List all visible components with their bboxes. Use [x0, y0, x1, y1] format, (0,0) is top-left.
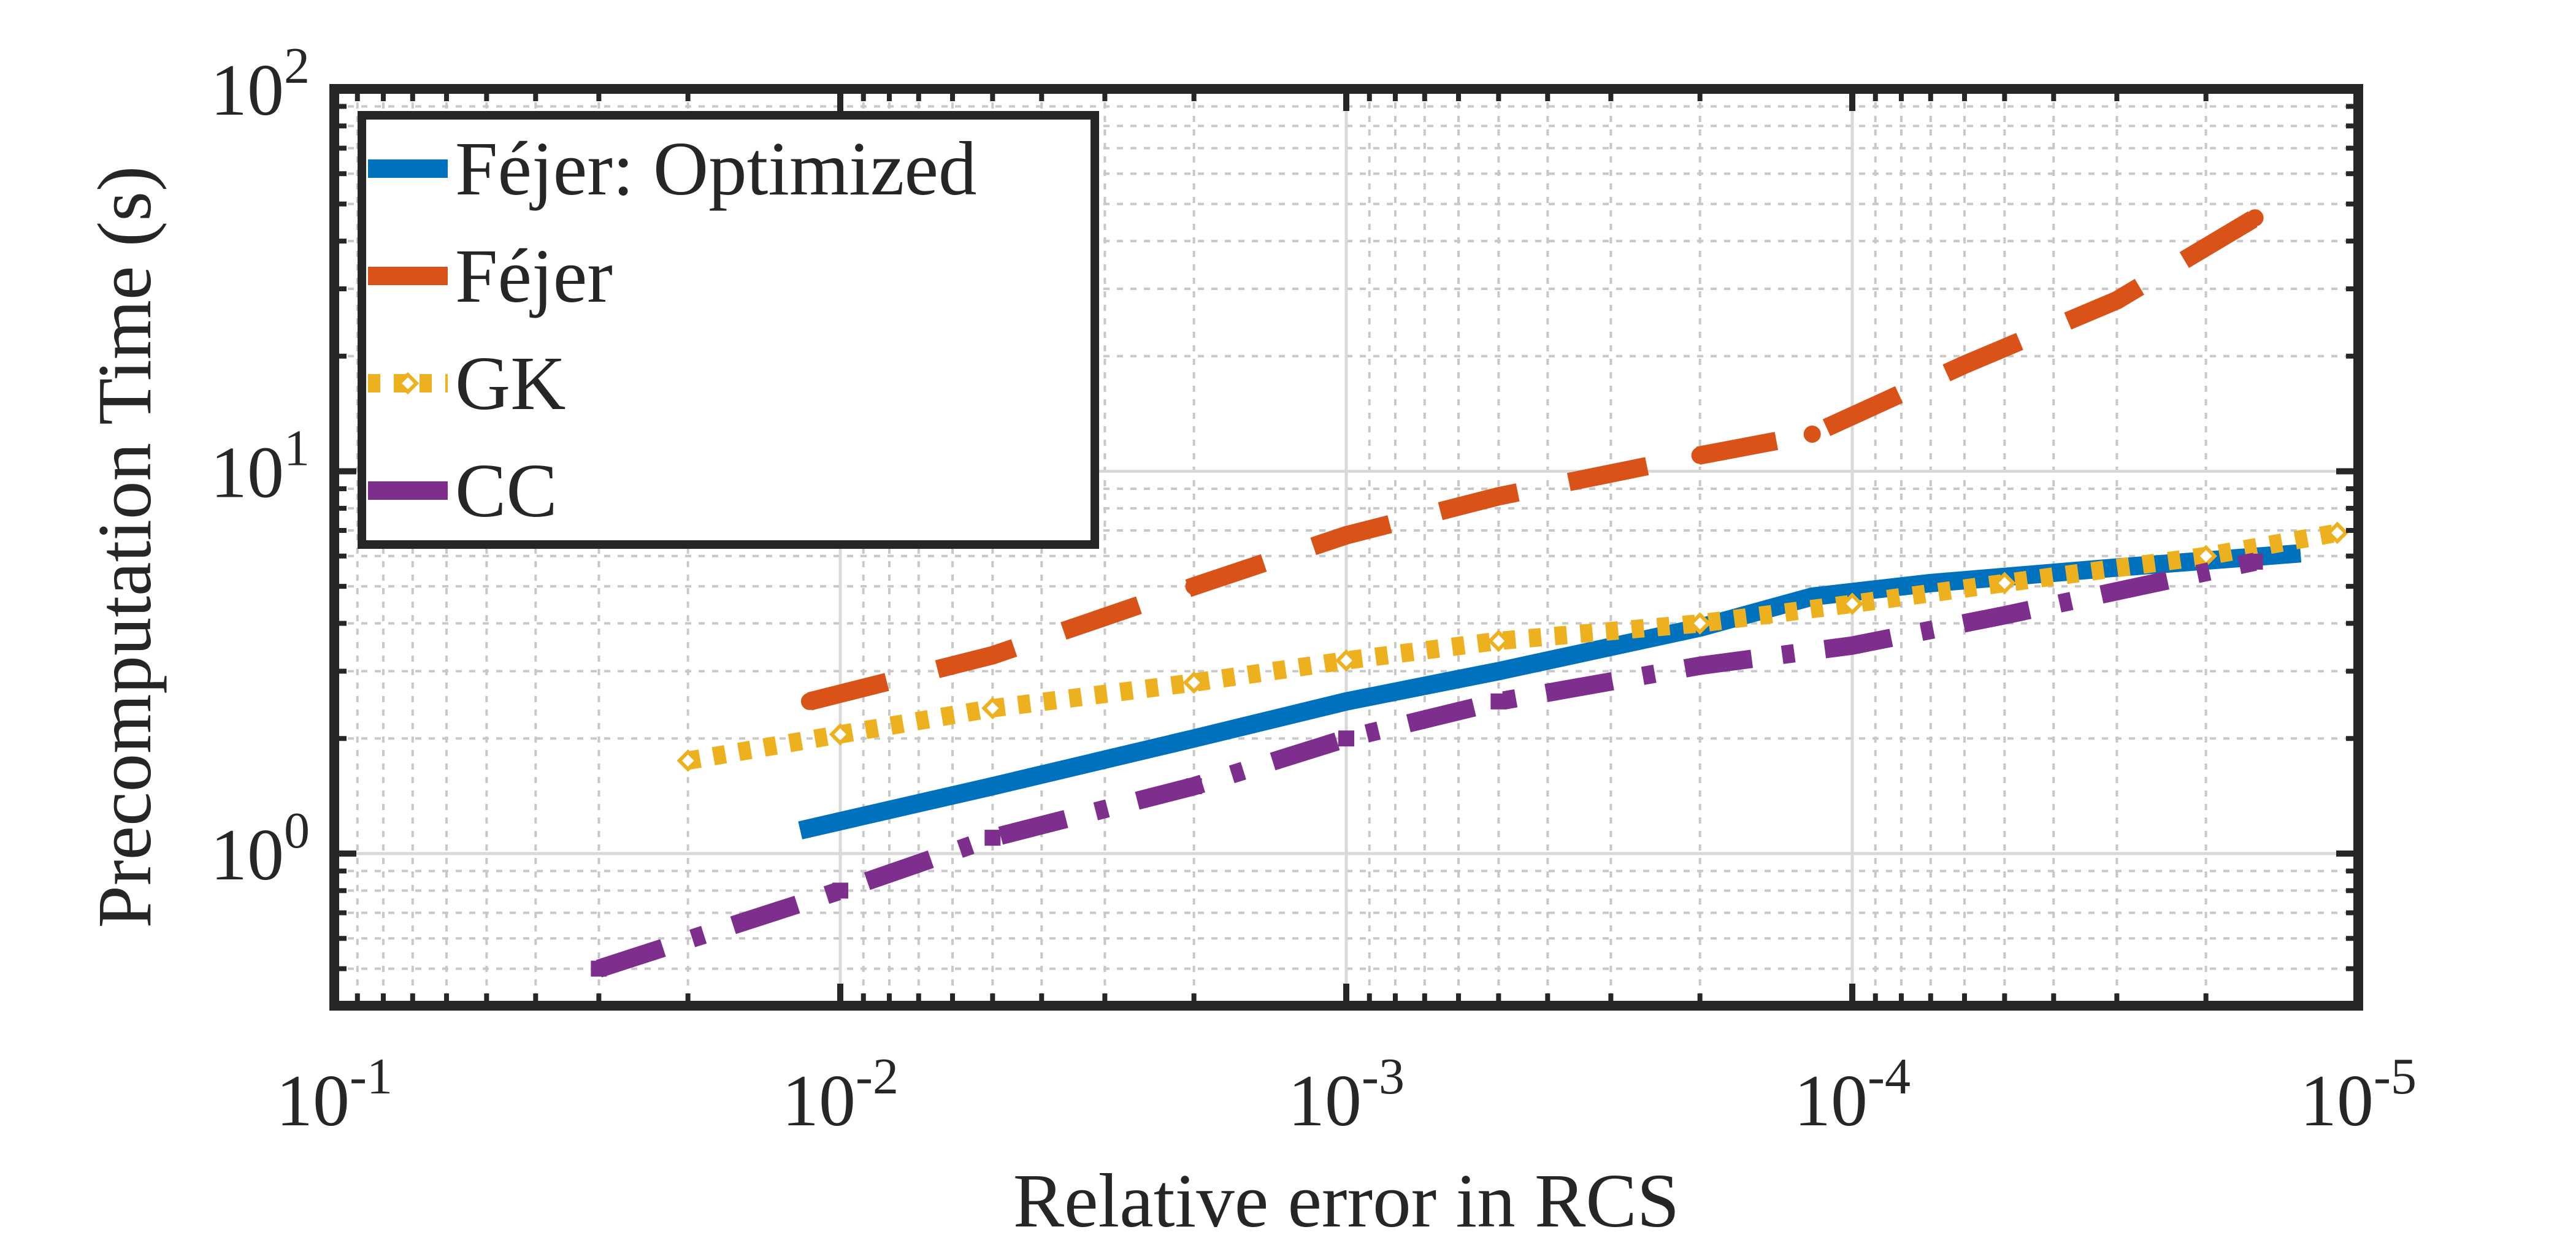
data-point: [1490, 693, 1507, 710]
y-tick-label-exponent: 2: [284, 37, 310, 94]
series-layer: [591, 209, 2349, 977]
y-tick-label-exponent: 0: [284, 802, 310, 859]
data-point: [1490, 488, 1508, 505]
x-tick-label: 10-1: [276, 1048, 393, 1141]
data-point: [984, 830, 1001, 846]
data-point: [1338, 730, 1354, 747]
series-gk: [677, 521, 2349, 772]
data-point: [2247, 553, 2263, 570]
legend-label: Féjer: Optimized: [455, 127, 976, 212]
y-tick-label-base: 10: [210, 49, 284, 131]
data-point: [1338, 526, 1355, 544]
data-point: [800, 692, 818, 710]
data-point: [1335, 649, 1358, 672]
y-tick-label: 100: [210, 802, 310, 895]
data-point: [832, 882, 848, 899]
data-point: [2246, 209, 2264, 227]
legend-label: GK: [455, 342, 566, 426]
y-tick-label-base: 10: [210, 431, 284, 513]
series-line-f-jer: [807, 210, 2260, 711]
legend-marker: [400, 483, 416, 499]
data-point: [981, 697, 1004, 720]
data-point: [1841, 592, 1864, 615]
data-point: [2326, 521, 2349, 545]
data-point: [1689, 612, 1711, 635]
data-point: [829, 723, 852, 746]
x-tick-label: 10-3: [1288, 1048, 1405, 1141]
y-tick-label: 102: [210, 37, 310, 131]
y-axis-label: Precomputation Time (s): [83, 166, 167, 928]
legend-item-gk: GK: [368, 342, 566, 426]
x-tick-label-exponent: -5: [2374, 1048, 2417, 1105]
x-tick-label: 10-4: [1794, 1048, 1911, 1141]
y-tick-label-base: 10: [210, 814, 284, 895]
legend-item-f-jer: Féjer: [368, 234, 613, 319]
x-tick-label: 10-2: [782, 1048, 899, 1141]
legend-marker: [396, 372, 420, 395]
legend-label: Féjer: [455, 234, 613, 319]
x-tick-label-exponent: -3: [1362, 1048, 1405, 1105]
x-tick-label: 10-5: [2300, 1048, 2417, 1141]
y-tick-label: 101: [210, 419, 310, 513]
x-tick-label-base: 10: [782, 1060, 856, 1141]
legend-item-cc: CC: [368, 449, 558, 534]
x-tick-label-base: 10: [1794, 1060, 1868, 1141]
series-line-cc: [596, 553, 2257, 977]
data-point: [2108, 291, 2126, 309]
data-point: [1183, 671, 1205, 694]
y-tick-label-exponent: 1: [284, 419, 310, 476]
x-tick-label-exponent: -4: [1868, 1048, 1911, 1105]
x-tick-label-exponent: -1: [350, 1048, 393, 1105]
x-axis-label: Relative error in RCS: [1013, 1159, 1680, 1244]
series-cc: [591, 553, 2263, 977]
x-tick-label-exponent: -2: [856, 1048, 899, 1105]
data-point: [1487, 629, 1510, 652]
x-tick-label-base: 10: [276, 1060, 350, 1141]
data-point: [1186, 778, 1202, 795]
data-point: [1993, 572, 2016, 595]
ticks: [331, 86, 2361, 1008]
data-point: [1692, 657, 1708, 674]
data-point: [1185, 578, 1203, 595]
data-point: [1996, 607, 2013, 624]
data-point: [677, 749, 699, 772]
legend-box: [358, 111, 1099, 549]
series-line-gk: [686, 524, 2339, 770]
data-point: [1691, 446, 1709, 464]
data-point: [1844, 637, 1860, 654]
data-point: [1956, 356, 1974, 373]
x-tick-label-base: 10: [2300, 1060, 2374, 1141]
data-point: [984, 646, 1002, 664]
legend-marker: [399, 267, 416, 285]
x-tick-label-base: 10: [1288, 1060, 1362, 1141]
legend: Féjer: Optimized Féjer GK CC: [358, 111, 1099, 549]
legend-item-f-jer-optimized: Féjer: Optimized: [368, 127, 976, 212]
data-point: [591, 960, 607, 977]
legend-label: CC: [455, 449, 558, 534]
series-f-jer: [800, 209, 2264, 711]
data-point: [1803, 426, 1821, 443]
